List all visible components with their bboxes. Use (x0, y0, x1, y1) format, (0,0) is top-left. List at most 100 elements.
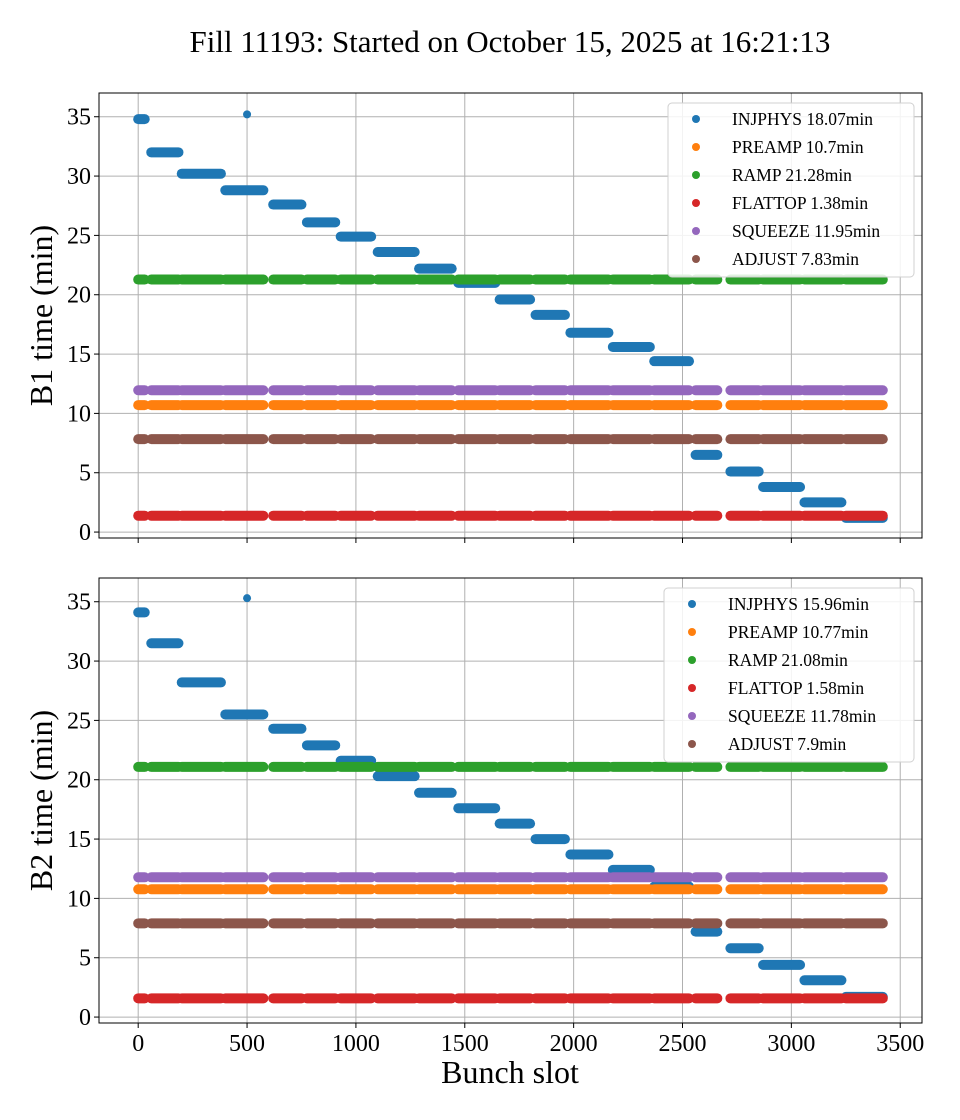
data-segment (758, 872, 806, 883)
y-tick-label: 5 (79, 461, 91, 487)
y-tick-label: 15 (67, 342, 91, 368)
data-segment (133, 993, 150, 1004)
x-tick-label: 1500 (441, 1031, 489, 1057)
legend-marker (688, 628, 696, 636)
data-segment (494, 510, 536, 521)
data-segment (414, 263, 457, 274)
data-segment (799, 918, 847, 929)
data-segment (530, 993, 570, 1004)
data-segment (146, 884, 184, 895)
y-tick-label: 30 (67, 649, 91, 675)
data-segment (530, 434, 570, 445)
data-segment (176, 400, 226, 411)
legend-box (667, 102, 915, 278)
data-segment (372, 761, 420, 772)
data-segment (372, 274, 420, 285)
panel-b1: 0 5 10 15 20 25 30 35 B1 time (min) INJPHYS 18.07… (23, 92, 923, 546)
data-segment (146, 993, 184, 1004)
data-segment (840, 872, 888, 883)
data-segment (840, 993, 888, 1004)
data-segment (690, 434, 723, 445)
data-segment (607, 510, 655, 521)
data-segment (301, 510, 341, 521)
data-segment (220, 385, 269, 396)
data-point (243, 594, 252, 603)
legend-marker (688, 600, 696, 608)
data-segment (607, 884, 655, 895)
data-segment (565, 918, 614, 929)
x-tick-label: 0 (132, 1031, 144, 1057)
data-segment (565, 884, 614, 895)
data-segment (176, 510, 226, 521)
data-segment (220, 872, 269, 883)
data-segment (414, 787, 457, 798)
y-axis-label: B1 time (min) (23, 225, 59, 406)
data-segment (414, 884, 457, 895)
data-segment (146, 434, 184, 445)
legend-marker (692, 255, 700, 263)
data-segment (649, 918, 695, 929)
data-segment (133, 884, 150, 895)
data-segment (758, 884, 806, 895)
data-segment (690, 993, 723, 1004)
data-segment (453, 993, 501, 1004)
data-segment (690, 884, 723, 895)
data-segment (176, 884, 226, 895)
data-segment (649, 434, 695, 445)
data-segment (649, 510, 695, 521)
data-segment (565, 993, 614, 1004)
data-segment (453, 434, 501, 445)
data-segment (725, 884, 764, 895)
data-segment (649, 884, 695, 895)
data-segment (530, 510, 570, 521)
legend-marker (692, 199, 700, 207)
legend-marker (692, 143, 700, 151)
data-segment (565, 849, 614, 860)
data-segment (799, 975, 847, 986)
data-segment (335, 385, 377, 396)
data-segment (758, 510, 806, 521)
data-segment (799, 761, 847, 772)
data-segment (176, 872, 226, 883)
data-segment (840, 434, 888, 445)
data-segment (565, 510, 614, 521)
data-segment (607, 385, 655, 396)
data-segment (494, 434, 536, 445)
data-segment (414, 385, 457, 396)
data-segment (176, 677, 226, 688)
data-segment (146, 385, 184, 396)
data-segment (565, 385, 614, 396)
data-segment (176, 918, 226, 929)
data-segment (607, 761, 655, 772)
data-segment (530, 884, 570, 895)
data-segment (146, 400, 184, 411)
data-segment (649, 761, 695, 772)
data-segment (840, 761, 888, 772)
series-injphys (133, 110, 888, 523)
data-segment (494, 918, 536, 929)
data-segment (530, 834, 570, 845)
data-segment (268, 434, 307, 445)
data-segment (220, 434, 269, 445)
data-segment (335, 872, 377, 883)
legend-marker (692, 115, 700, 123)
data-segment (690, 918, 723, 929)
data-segment (335, 231, 377, 242)
data-segment (414, 761, 457, 772)
data-segment (268, 400, 307, 411)
legend: INJPHYS 15.96min PREAMP 10.77min RAMP 21.0… (663, 587, 915, 763)
data-segment (649, 400, 695, 411)
data-segment (530, 400, 570, 411)
data-segment (725, 761, 764, 772)
data-segment (840, 400, 888, 411)
legend-marker (692, 171, 700, 179)
y-tick-label: 25 (67, 708, 91, 734)
legend-entry: PREAMP 10.77min (728, 622, 869, 642)
data-segment (176, 993, 226, 1004)
data-segment (565, 274, 614, 285)
data-segment (268, 510, 307, 521)
data-segment (453, 400, 501, 411)
data-segment (725, 385, 764, 396)
data-segment (530, 385, 570, 396)
data-segment (414, 993, 457, 1004)
